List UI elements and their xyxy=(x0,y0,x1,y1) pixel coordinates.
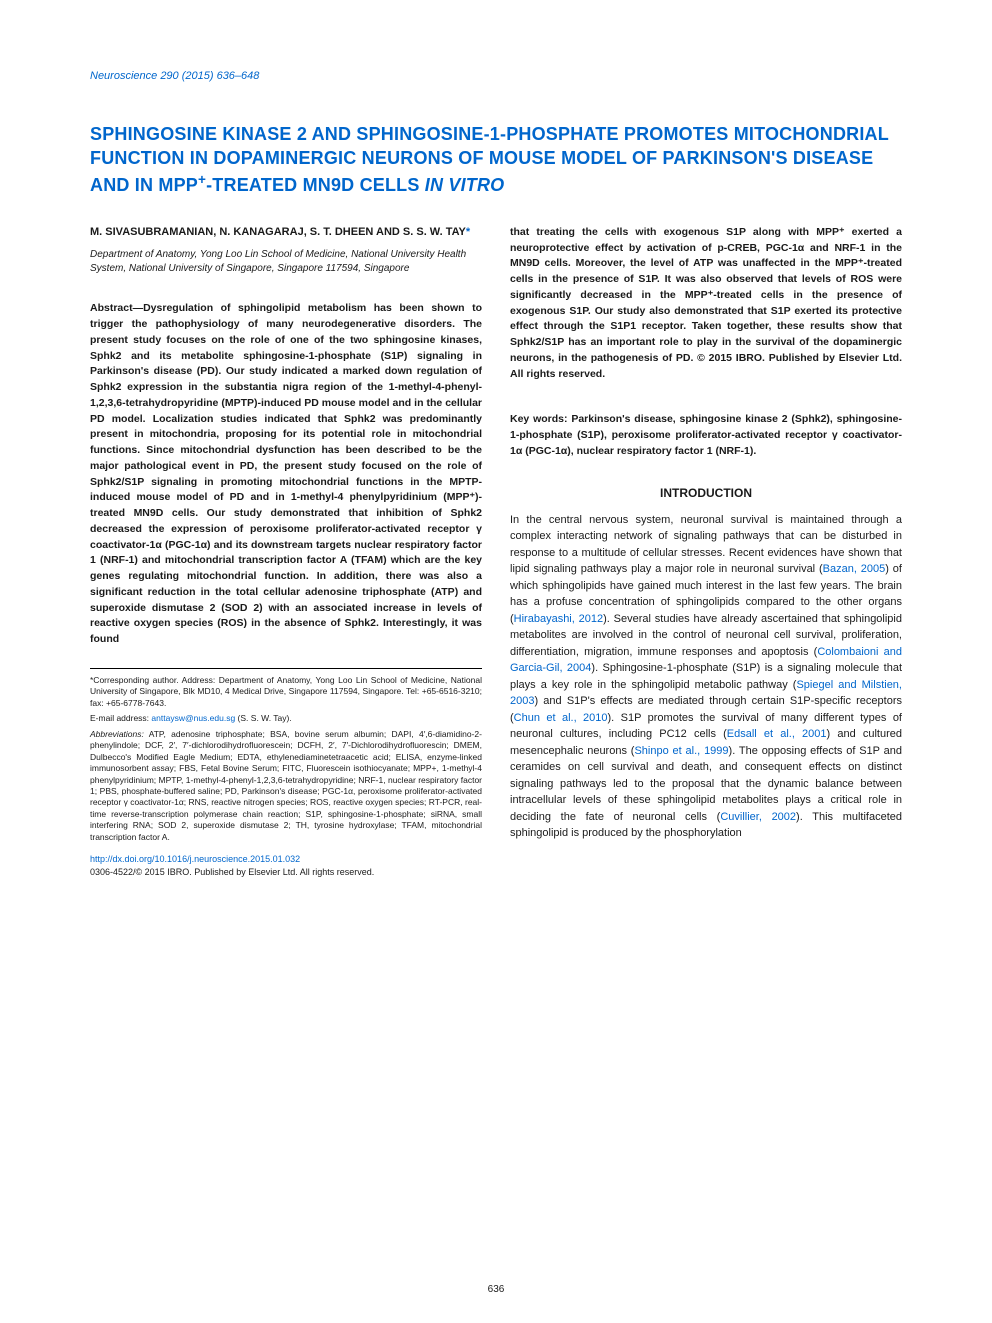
citation-shinpo[interactable]: Shinpo et al., 1999 xyxy=(634,745,728,757)
journal-reference: Neuroscience 290 (2015) 636–648 xyxy=(90,70,902,82)
abbreviations-footnote: Abbreviations: ATP, adenosine triphospha… xyxy=(90,729,482,844)
keywords: Key words: Parkinson's disease, sphingos… xyxy=(510,412,902,459)
citation-cuvillier[interactable]: Cuvillier, 2002 xyxy=(720,811,796,823)
citation-edsall[interactable]: Edsall et al., 2001 xyxy=(727,728,827,740)
page-number: 636 xyxy=(0,1284,992,1295)
citation-chun[interactable]: Chun et al., 2010 xyxy=(514,712,608,724)
abbrev-label: Abbreviations: xyxy=(90,729,144,739)
title-text: SPHINGOSINE KINASE 2 AND SPHINGOSINE-1-P… xyxy=(90,124,889,195)
abbrev-body: ATP, adenosine triphosphate; BSA, bovine… xyxy=(90,729,482,842)
author-list: M. SIVASUBRAMANIAN, N. KANAGARAJ, S. T. … xyxy=(90,225,482,240)
email-link[interactable]: anttaysw@nus.edu.sg xyxy=(151,713,235,723)
affiliation: Department of Anatomy, Yong Loo Lin Scho… xyxy=(90,248,482,275)
doi-block: http://dx.doi.org/10.1016/j.neuroscience… xyxy=(90,853,482,878)
footnotes-block: *Corresponding author. Address: Departme… xyxy=(90,668,482,844)
abstract-right: that treating the cells with exogenous S… xyxy=(510,225,902,383)
citation-hirabayashi[interactable]: Hirabayashi, 2012 xyxy=(514,613,603,625)
email-label: E-mail address: xyxy=(90,713,151,723)
article-title: SPHINGOSINE KINASE 2 AND SPHINGOSINE-1-P… xyxy=(90,122,902,197)
corresponding-star-icon: * xyxy=(466,226,470,238)
authors-text: M. SIVASUBRAMANIAN, N. KANAGARAJ, S. T. … xyxy=(90,226,466,238)
introduction-heading: INTRODUCTION xyxy=(510,486,902,500)
corresponding-footnote: *Corresponding author. Address: Departme… xyxy=(90,675,482,709)
introduction-body: In the central nervous system, neuronal … xyxy=(510,512,902,842)
copyright-line: 0306-4522/© 2015 IBRO. Published by Else… xyxy=(90,866,482,879)
doi-link[interactable]: http://dx.doi.org/10.1016/j.neuroscience… xyxy=(90,853,482,866)
right-column: that treating the cells with exogenous S… xyxy=(510,225,902,879)
left-column: M. SIVASUBRAMANIAN, N. KANAGARAJ, S. T. … xyxy=(90,225,482,879)
email-footnote: E-mail address: anttaysw@nus.edu.sg (S. … xyxy=(90,713,482,724)
citation-bazan[interactable]: Bazan, 2005 xyxy=(823,563,886,575)
two-column-layout: M. SIVASUBRAMANIAN, N. KANAGARAJ, S. T. … xyxy=(90,225,902,879)
email-tail: (S. S. W. Tay). xyxy=(235,713,292,723)
abstract-left: Abstract—Dysregulation of sphingolipid m… xyxy=(90,301,482,648)
